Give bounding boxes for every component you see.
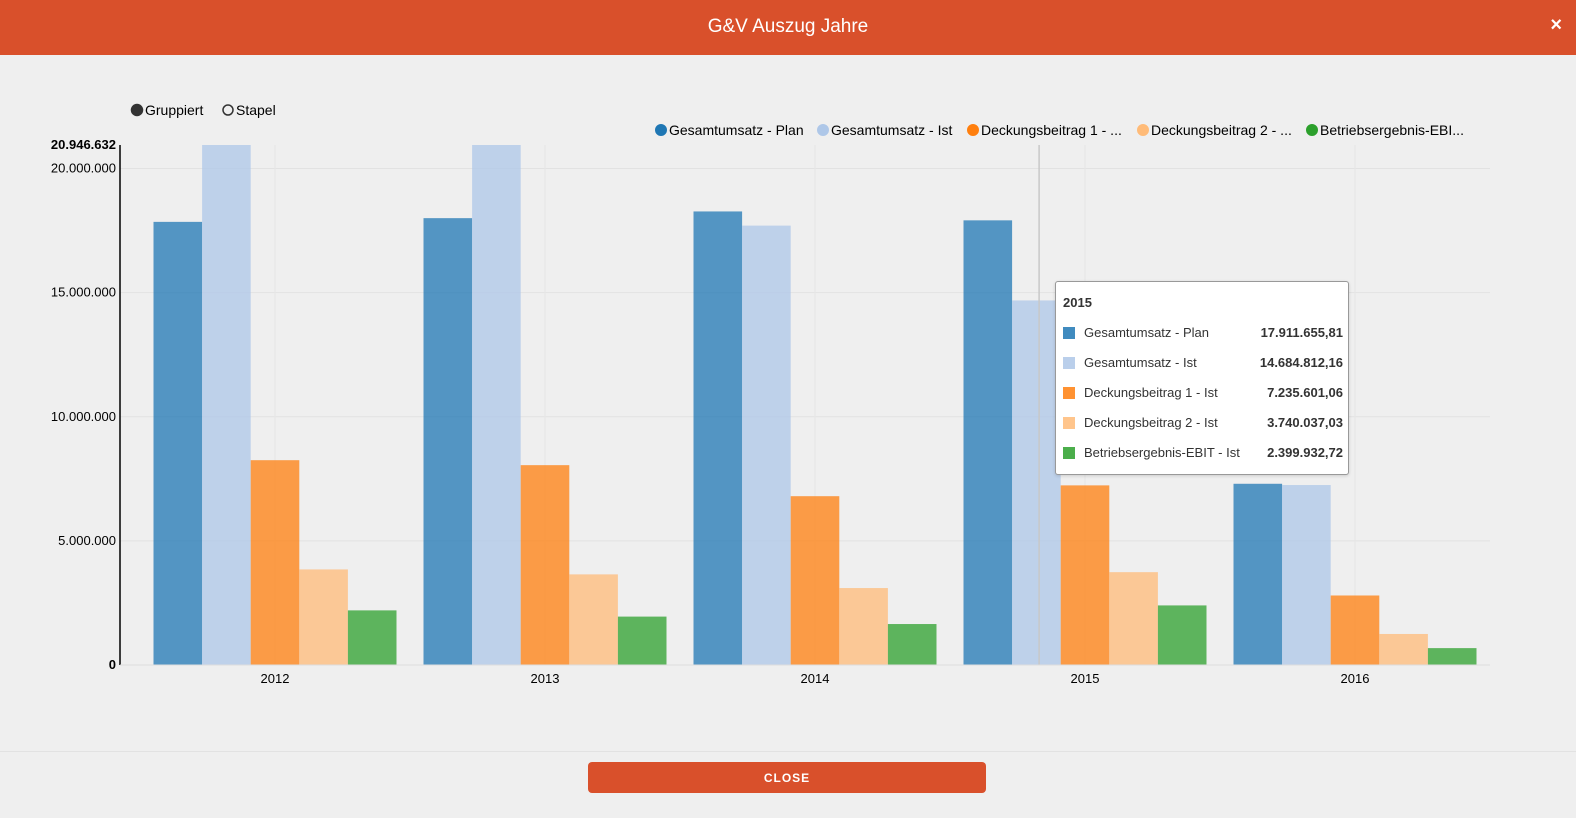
chart-area: 0 5.000.000 10.000.000 15.000.000 20.000.000… bbox=[0, 55, 1576, 751]
bar[interactable] bbox=[1012, 300, 1061, 665]
bar[interactable] bbox=[790, 496, 840, 665]
bar[interactable] bbox=[1282, 485, 1331, 665]
bar[interactable] bbox=[887, 624, 937, 665]
bar[interactable] bbox=[1233, 483, 1283, 665]
radio-grouped[interactable] bbox=[130, 103, 144, 117]
bar[interactable] bbox=[520, 465, 570, 665]
legend-swatch[interactable] bbox=[967, 124, 979, 136]
tooltip-swatch bbox=[1063, 327, 1075, 339]
bar[interactable] bbox=[963, 220, 1013, 665]
bar[interactable] bbox=[1157, 605, 1207, 665]
tooltip-row: Betriebsergebnis-EBIT - Ist 2.399.932,72 bbox=[1063, 445, 1343, 461]
bar[interactable] bbox=[1060, 485, 1110, 665]
radio-stacked[interactable] bbox=[222, 104, 234, 116]
chart-tooltip: 2015 Gesamtumsatz - Plan 17.911.655,81 Ges… bbox=[1055, 281, 1349, 475]
tooltip-row: Deckungsbeitrag 1 - Ist 7.235.601,06 bbox=[1063, 385, 1343, 401]
tooltip-value: 14.684.812,16 bbox=[1259, 355, 1343, 370]
bar[interactable] bbox=[423, 218, 473, 665]
bar[interactable] bbox=[693, 211, 743, 665]
x-tick-label: 2013 bbox=[531, 671, 560, 686]
tooltip-value: 3.740.037,03 bbox=[1267, 415, 1343, 430]
tooltip-swatch bbox=[1063, 417, 1075, 429]
bar[interactable] bbox=[1330, 595, 1380, 665]
bar[interactable] bbox=[250, 460, 300, 665]
legend-item-label[interactable]: Deckungsbeitrag 2 - ... bbox=[1151, 122, 1292, 138]
bar[interactable] bbox=[299, 569, 348, 665]
legend-item-label[interactable]: Gesamtumsatz - Plan bbox=[669, 122, 804, 138]
bar[interactable] bbox=[569, 574, 618, 665]
close-button[interactable]: CLOSE bbox=[588, 762, 986, 793]
legend-swatch[interactable] bbox=[1306, 124, 1318, 136]
radio-grouped-label[interactable]: Gruppiert bbox=[145, 102, 203, 118]
tooltip-value: 2.399.932,72 bbox=[1267, 445, 1343, 460]
bar[interactable] bbox=[347, 610, 397, 665]
radio-stacked-label[interactable]: Stapel bbox=[236, 102, 276, 118]
dialog-footer: CLOSE bbox=[0, 751, 1576, 818]
tooltip-series-name: Gesamtumsatz - Ist bbox=[1084, 355, 1197, 370]
dialog-title: G&V Auszug Jahre bbox=[707, 16, 869, 37]
x-tick-label: 2014 bbox=[801, 671, 830, 686]
bar[interactable] bbox=[1109, 572, 1158, 665]
tooltip-swatch bbox=[1063, 387, 1075, 399]
close-icon[interactable]: × bbox=[1550, 14, 1562, 36]
bar[interactable] bbox=[617, 616, 667, 665]
bar[interactable] bbox=[472, 145, 521, 665]
y-tick-label: 15.000.000 bbox=[51, 285, 116, 300]
legend-swatch[interactable] bbox=[655, 124, 667, 136]
y-max-label: 20.946.632 bbox=[51, 137, 116, 152]
legend-swatch[interactable] bbox=[1137, 124, 1149, 136]
legend-item-label[interactable]: Betriebsergebnis-EBI... bbox=[1320, 122, 1464, 138]
y-tick-label: 10.000.000 bbox=[51, 409, 116, 424]
legend-swatch[interactable] bbox=[817, 124, 829, 136]
bar[interactable] bbox=[202, 145, 251, 665]
x-tick-label: 2016 bbox=[1341, 671, 1370, 686]
bar[interactable] bbox=[1379, 633, 1428, 665]
tooltip-value: 17.911.655,81 bbox=[1260, 325, 1343, 340]
tooltip-series-name: Gesamtumsatz - Plan bbox=[1084, 325, 1209, 340]
bar[interactable] bbox=[742, 225, 791, 666]
bar[interactable] bbox=[1427, 648, 1477, 665]
tooltip-series-name: Deckungsbeitrag 1 - Ist bbox=[1084, 385, 1218, 400]
tooltip-row: Deckungsbeitrag 2 - Ist 3.740.037,03 bbox=[1063, 415, 1343, 431]
legend-item-label[interactable]: Gesamtumsatz - Ist bbox=[831, 122, 952, 138]
tooltip-swatch bbox=[1063, 357, 1075, 369]
y-tick-label: 0 bbox=[109, 657, 116, 672]
x-tick-label: 2012 bbox=[261, 671, 290, 686]
tooltip-row: Gesamtumsatz - Plan 17.911.655,81 bbox=[1063, 325, 1343, 341]
tooltip-series-name: Betriebsergebnis-EBIT - Ist bbox=[1084, 445, 1240, 460]
tooltip-row: Gesamtumsatz - Ist 14.684.812,16 bbox=[1063, 355, 1343, 371]
x-tick-label: 2015 bbox=[1071, 671, 1100, 686]
bar-chart: 0 5.000.000 10.000.000 15.000.000 20.000.000… bbox=[51, 102, 1490, 686]
tooltip-series-name: Deckungsbeitrag 2 - Ist bbox=[1084, 415, 1218, 430]
y-tick-label: 20.000.000 bbox=[51, 161, 116, 176]
tooltip-swatch bbox=[1063, 447, 1075, 459]
legend-item-label[interactable]: Deckungsbeitrag 1 - ... bbox=[981, 122, 1122, 138]
dialog-header: G&V Auszug Jahre × bbox=[0, 0, 1576, 55]
tooltip-value: 7.235.601,06 bbox=[1267, 385, 1343, 400]
y-tick-label: 5.000.000 bbox=[58, 533, 116, 548]
bar[interactable] bbox=[839, 588, 888, 665]
tooltip-title: 2015 bbox=[1063, 295, 1092, 310]
bar[interactable] bbox=[153, 221, 203, 665]
